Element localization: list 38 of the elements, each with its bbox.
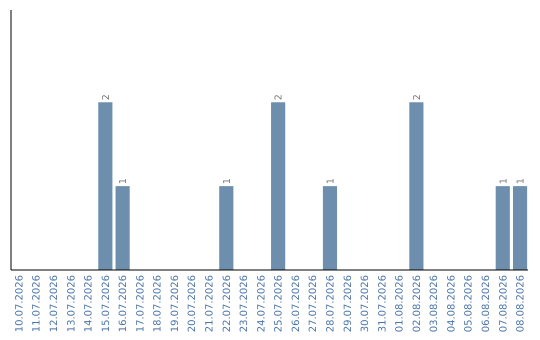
x-tick-label: 27.07.2026 — [308, 275, 320, 332]
x-tick-label: 04.08.2026 — [446, 275, 458, 332]
x-tick-label: 31.07.2026 — [377, 275, 388, 332]
x-tick-label: 13.07.2026 — [66, 275, 78, 332]
x-tick-label: 02.08.2026 — [412, 275, 423, 332]
x-tick-label: 12.07.2026 — [49, 275, 60, 332]
x-tick-label: 07.08.2026 — [498, 275, 510, 332]
data-label: 1 — [498, 178, 510, 184]
x-tick-label: 21.07.2026 — [204, 275, 216, 332]
x-tick-label: 17.07.2026 — [135, 275, 146, 332]
data-label: 2 — [412, 94, 423, 100]
data-label: 1 — [118, 178, 130, 184]
x-tick-label: 11.07.2026 — [32, 275, 43, 332]
x-tick-label: 03.08.2026 — [429, 275, 440, 332]
data-label: 2 — [274, 94, 285, 100]
x-tick-label: 14.07.2026 — [84, 275, 95, 332]
x-tick-label: 01.08.2026 — [394, 275, 406, 332]
x-tick-label: 19.07.2026 — [170, 275, 181, 332]
data-label: 1 — [325, 178, 336, 184]
x-tick-label: 05.08.2026 — [464, 275, 475, 332]
x-tick-label: 06.08.2026 — [480, 275, 492, 332]
x-tick-label: 18.07.2026 — [152, 275, 164, 332]
x-tick-label: 24.07.2026 — [256, 275, 268, 332]
data-label: 1 — [222, 178, 233, 184]
x-tick-label: 29.07.2026 — [342, 275, 354, 332]
x-tick-label: 08.08.2026 — [516, 275, 527, 332]
x-tick-label: 30.07.2026 — [360, 275, 372, 332]
data-label: 1 — [516, 178, 527, 184]
x-tick-label: 16.07.2026 — [118, 275, 130, 332]
x-tick-label: 25.07.2026 — [274, 275, 285, 332]
x-tick-label: 28.07.2026 — [325, 275, 336, 332]
x-tick-label: 22.07.2026 — [222, 275, 233, 332]
data-label: 2 — [100, 94, 112, 100]
x-tick-label: 26.07.2026 — [290, 275, 302, 332]
x-tick-label: 20.07.2026 — [187, 275, 198, 332]
x-tick-label: 10.07.2026 — [14, 275, 26, 332]
x-tick-label: 15.07.2026 — [100, 275, 112, 332]
x-tick-label: 23.07.2026 — [239, 275, 250, 332]
